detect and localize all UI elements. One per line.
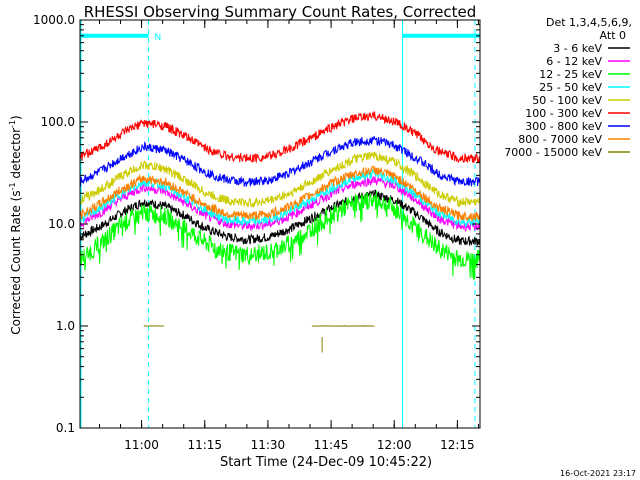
legend-label: 12 - 25 keV <box>539 68 602 81</box>
legend-label: 50 - 100 keV <box>532 94 602 107</box>
saa-label: N <box>155 33 162 43</box>
x-tick-label: 11:00 <box>124 438 159 452</box>
x-axis-label: Start Time (24-Dec-09 10:45:22) <box>220 455 432 470</box>
legend-header-attenuator: Att 0 <box>600 29 626 42</box>
legend-label: 100 - 300 keV <box>525 107 602 120</box>
x-tick-label: 12:00 <box>377 438 412 452</box>
y-axis: 0.1 1.0 10.0 100.0 1000.0 <box>33 13 480 435</box>
series-line-3-6keV <box>79 189 481 247</box>
series-line-50-100keV <box>79 151 481 208</box>
legend-header-detectors: Det 1,3,4,5,6,9, <box>546 16 632 29</box>
y-tick-label: 1000.0 <box>33 13 75 27</box>
legend-label: 300 - 800 keV <box>525 120 602 133</box>
footer-timestamp: 16-Oct-2021 23:17 <box>560 469 636 478</box>
series-line-100-300keV <box>79 111 481 164</box>
y-tick-label: 1.0 <box>56 319 75 333</box>
legend-label: 6 - 12 keV <box>546 55 602 68</box>
legend-label: 800 - 7000 keV <box>518 133 602 146</box>
series-lines <box>79 111 481 353</box>
legend-label: 3 - 6 keV <box>553 42 602 55</box>
x-tick-label: 11:15 <box>187 438 222 452</box>
x-tick-label: 12:15 <box>440 438 475 452</box>
series-line-12-25keV <box>79 190 481 280</box>
y-tick-label: 10.0 <box>48 217 75 231</box>
x-axis: 11:00 11:15 11:30 11:45 12:00 12:15 <box>98 20 479 452</box>
x-tick-label: 11:45 <box>314 438 349 452</box>
x-tick-label: 11:30 <box>251 438 286 452</box>
series-line-800-7000keV <box>79 165 481 222</box>
legend-label: 25 - 50 keV <box>539 81 602 94</box>
y-tick-label: 0.1 <box>56 421 75 435</box>
y-axis-label: Corrected Count Rate (s-1 detector-1) <box>8 115 23 334</box>
chart-title: RHESSI Observing Summary Count Rates, Co… <box>84 3 477 21</box>
series-line-300-800keV <box>79 135 481 188</box>
legend-label: 7000 - 15000 keV <box>504 146 602 159</box>
y-tick-label: 100.0 <box>41 115 75 129</box>
